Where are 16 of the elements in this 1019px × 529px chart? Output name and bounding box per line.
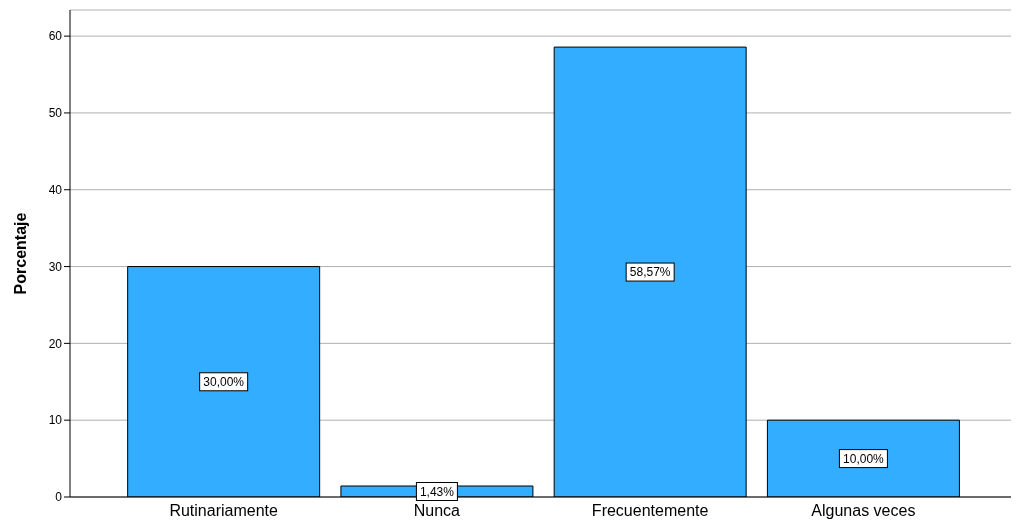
y-tick-label: 60 [48,29,63,44]
y-tick-label: 10 [48,413,63,428]
x-tick-label: Nunca [413,502,461,520]
y-tick-label: 50 [48,106,63,121]
y-tick-label: 0 [55,490,63,505]
x-tick-label: Frecuentemente [591,502,709,520]
data-label: 1,43% [419,484,455,499]
y-tick-label: 20 [48,336,63,351]
y-tick-label: 30 [48,259,63,274]
data-label: 30,00% [203,374,245,389]
y-axis-title: Porcentaje [11,212,29,295]
data-label: 10,00% [843,451,885,466]
y-tick-label: 40 [48,183,63,197]
x-tick-label: Algunas veces [811,502,916,520]
data-label: 58,57% [629,265,671,280]
x-tick-label: Rutinariamente [169,502,278,520]
